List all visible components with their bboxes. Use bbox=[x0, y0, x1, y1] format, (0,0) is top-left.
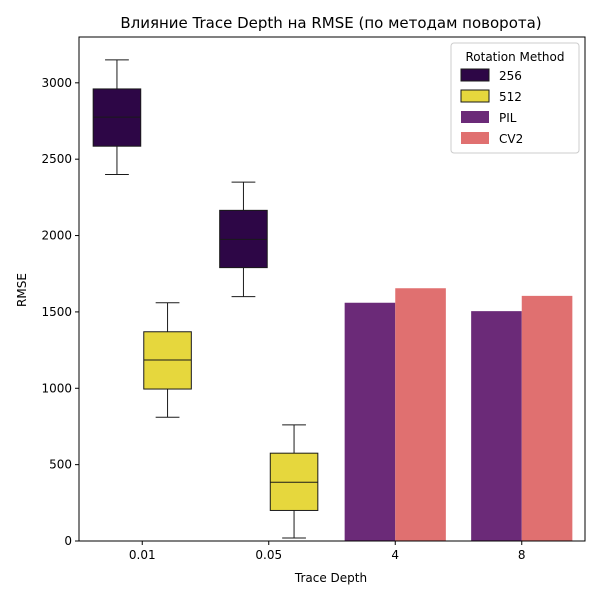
legend-swatch-512 bbox=[460, 89, 490, 103]
legend-label-512: 512 bbox=[499, 90, 522, 104]
legend-swatch-256 bbox=[460, 68, 490, 82]
bar-PIL-4 bbox=[344, 302, 396, 541]
y-tick-label: 500 bbox=[49, 458, 72, 472]
box-512-0.01 bbox=[143, 302, 192, 418]
legend: Rotation Method 256 512 PIL CV2 bbox=[450, 42, 580, 154]
bar-CV2-8 bbox=[521, 295, 573, 541]
y-axis-label: RMSE bbox=[15, 273, 29, 307]
legend-swatch-CV2 bbox=[461, 132, 489, 144]
y-tick-label: 3000 bbox=[41, 76, 72, 90]
legend-label-256: 256 bbox=[499, 69, 522, 83]
y-tick-label: 2000 bbox=[41, 229, 72, 243]
axes: 0 500 1000 1500 2000 2500 3000 0.01 0.05 4 8 bbox=[41, 36, 586, 562]
box-256-0.01 bbox=[92, 59, 142, 175]
x-axis-label: Trace Depth bbox=[294, 571, 367, 585]
bar-CV2-4 bbox=[395, 288, 446, 541]
x-tick-label: 4 bbox=[391, 548, 399, 562]
legend-title: Rotation Method bbox=[465, 50, 564, 64]
y-tick-label: 1500 bbox=[41, 305, 72, 319]
bar-PIL-8 bbox=[471, 311, 522, 541]
x-tick-label: 0.05 bbox=[255, 548, 282, 562]
x-tick-label: 8 bbox=[518, 548, 526, 562]
x-tick-label: 0.01 bbox=[129, 548, 156, 562]
y-tick-label: 2500 bbox=[41, 152, 72, 166]
legend-label-CV2: CV2 bbox=[499, 132, 523, 146]
plot-frame bbox=[78, 36, 586, 542]
plot-area bbox=[92, 59, 573, 541]
chart-title: Влияние Trace Depth на RMSE (по методам … bbox=[120, 14, 541, 32]
legend-swatch-PIL bbox=[461, 111, 489, 123]
box-256-0.05 bbox=[219, 181, 268, 298]
y-tick-label: 1000 bbox=[41, 381, 72, 395]
y-tick-label: 0 bbox=[64, 534, 72, 548]
legend-label-PIL: PIL bbox=[499, 111, 517, 125]
box-512-0.05 bbox=[269, 424, 319, 539]
